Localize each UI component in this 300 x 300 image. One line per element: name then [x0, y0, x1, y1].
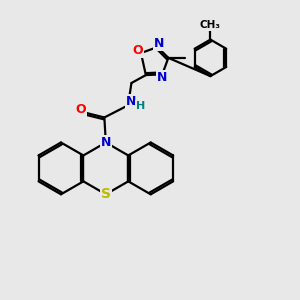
Text: H: H — [136, 101, 146, 111]
Text: N: N — [126, 95, 136, 108]
Text: O: O — [133, 44, 143, 57]
Text: N: N — [157, 71, 167, 84]
Text: N: N — [100, 136, 111, 149]
Text: CH₃: CH₃ — [200, 20, 221, 30]
Text: N: N — [154, 37, 164, 50]
Text: S: S — [101, 187, 111, 201]
Text: O: O — [75, 103, 86, 116]
